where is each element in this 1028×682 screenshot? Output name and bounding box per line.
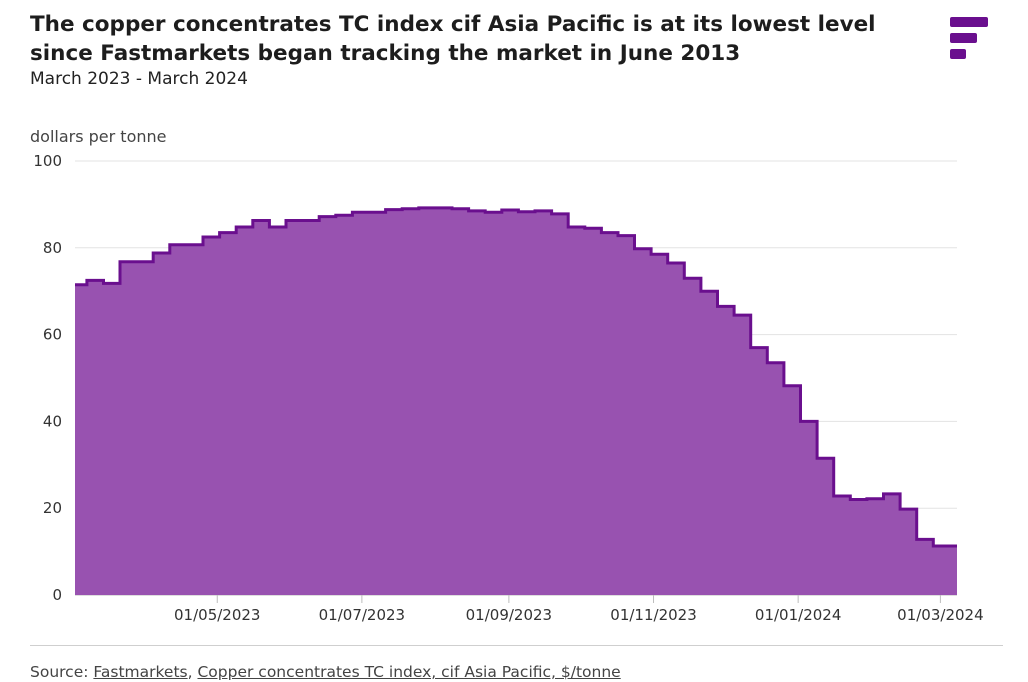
data-point bbox=[384, 208, 387, 211]
data-point bbox=[849, 498, 852, 501]
data-point bbox=[417, 206, 420, 209]
data-point bbox=[882, 492, 885, 495]
y-tick-label: 100 bbox=[33, 152, 62, 170]
data-point bbox=[617, 234, 620, 237]
data-point bbox=[683, 277, 686, 280]
chart: dollars per tonne 0 20 40 60 80 100 01/05/202… bbox=[30, 127, 984, 624]
data-point bbox=[899, 508, 902, 511]
data-point bbox=[251, 219, 254, 222]
data-point bbox=[218, 231, 221, 234]
data-point bbox=[500, 209, 503, 212]
data-point bbox=[816, 457, 819, 460]
data-point bbox=[102, 282, 105, 285]
chart-title: The copper concentrates TC index cif Asi… bbox=[30, 12, 876, 66]
data-point bbox=[318, 215, 321, 218]
source-link-fastmarkets[interactable]: Fastmarkets bbox=[93, 663, 188, 681]
source-note: Source: Fastmarkets, Copper concentrates… bbox=[30, 663, 621, 681]
data-point bbox=[915, 538, 918, 541]
y-tick-label: 20 bbox=[43, 499, 62, 517]
chart-subtitle: March 2023 - March 2024 bbox=[30, 69, 248, 89]
data-point bbox=[865, 497, 868, 500]
source-link-index[interactable]: Copper concentrates TC index, cif Asia P… bbox=[197, 663, 621, 681]
footer-divider bbox=[30, 645, 1003, 646]
data-point bbox=[119, 260, 122, 263]
y-tick-label: 60 bbox=[43, 326, 62, 344]
data-point bbox=[85, 279, 88, 282]
y-axis-label: dollars per tonne bbox=[30, 127, 167, 146]
data-point bbox=[733, 314, 736, 317]
x-tick-label: 01/11/2023 bbox=[610, 606, 696, 624]
data-point bbox=[567, 226, 570, 229]
series-area bbox=[75, 207, 957, 595]
data-point bbox=[766, 361, 769, 364]
data-point bbox=[351, 211, 354, 214]
data-point bbox=[285, 219, 288, 222]
data-point bbox=[600, 231, 603, 234]
data-point bbox=[334, 214, 337, 217]
x-tick-label: 01/01/2024 bbox=[755, 606, 841, 624]
data-point bbox=[799, 420, 802, 423]
x-tick-label: 01/03/2024 bbox=[897, 606, 983, 624]
x-tick-label: 01/09/2023 bbox=[466, 606, 552, 624]
source-prefix: Source: bbox=[30, 663, 94, 681]
data-point bbox=[517, 210, 520, 213]
data-point bbox=[534, 209, 537, 212]
data-point bbox=[749, 346, 752, 349]
data-point bbox=[716, 305, 719, 308]
data-point bbox=[666, 262, 669, 265]
x-tick-label: 01/05/2023 bbox=[174, 606, 260, 624]
data-point bbox=[832, 495, 835, 498]
data-point bbox=[484, 211, 487, 214]
data-point bbox=[932, 545, 935, 548]
data-point bbox=[74, 283, 77, 286]
data-point bbox=[268, 226, 271, 229]
y-tick-label: 80 bbox=[43, 239, 62, 257]
fastmarkets-logo-icon bbox=[950, 17, 988, 59]
x-tick-label: 01/07/2023 bbox=[319, 606, 405, 624]
data-point bbox=[699, 290, 702, 293]
y-tick-label: 40 bbox=[43, 412, 62, 430]
series-line bbox=[74, 206, 957, 548]
data-point bbox=[235, 226, 238, 229]
data-point bbox=[650, 253, 653, 256]
data-point bbox=[948, 545, 951, 548]
data-point bbox=[451, 207, 454, 210]
data-point bbox=[782, 384, 785, 387]
data-point bbox=[202, 236, 205, 239]
x-axis: 01/05/2023 01/07/2023 01/09/2023 01/11/2023… bbox=[174, 595, 984, 624]
y-tick-label: 0 bbox=[52, 586, 62, 604]
source-separator: , bbox=[187, 663, 198, 681]
data-point bbox=[583, 227, 586, 230]
data-point bbox=[467, 209, 470, 212]
data-point bbox=[401, 207, 404, 210]
data-point bbox=[633, 247, 636, 250]
data-point bbox=[168, 243, 171, 246]
y-axis: 0 20 40 60 80 100 bbox=[33, 152, 62, 604]
plot-area bbox=[74, 206, 957, 595]
data-point bbox=[550, 212, 553, 215]
data-point bbox=[152, 252, 155, 255]
